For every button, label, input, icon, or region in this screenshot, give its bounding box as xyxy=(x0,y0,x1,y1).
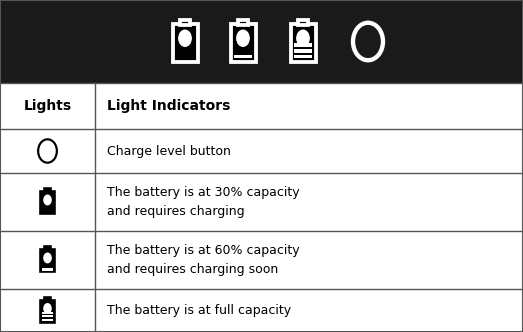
Text: The battery is at 60% capacity
and requires charging soon: The battery is at 60% capacity and requi… xyxy=(107,244,300,276)
Ellipse shape xyxy=(43,195,52,206)
Bar xyxy=(42,319,53,321)
Bar xyxy=(42,315,53,317)
Ellipse shape xyxy=(43,303,52,314)
Bar xyxy=(231,24,256,61)
Bar xyxy=(173,24,198,61)
Bar xyxy=(293,43,312,47)
Bar xyxy=(44,188,51,192)
Bar xyxy=(293,49,312,53)
Text: The battery is at full capacity: The battery is at full capacity xyxy=(107,304,291,317)
Ellipse shape xyxy=(236,30,250,47)
Bar xyxy=(40,299,55,323)
Bar xyxy=(42,268,53,271)
Ellipse shape xyxy=(178,30,192,47)
Bar xyxy=(0,0,523,83)
Bar xyxy=(44,246,51,249)
Bar xyxy=(298,20,308,25)
Bar xyxy=(44,297,51,300)
Bar xyxy=(180,20,190,25)
Bar xyxy=(40,191,55,214)
Ellipse shape xyxy=(43,253,52,263)
Bar xyxy=(40,249,55,273)
Bar xyxy=(234,55,253,58)
Text: The battery is at 30% capacity
and requires charging: The battery is at 30% capacity and requi… xyxy=(107,186,300,218)
Bar xyxy=(42,312,53,314)
Bar xyxy=(290,24,315,61)
Ellipse shape xyxy=(296,30,310,47)
Bar xyxy=(238,20,248,25)
Bar xyxy=(293,55,312,58)
Text: Charge level button: Charge level button xyxy=(107,144,231,157)
Text: Lights: Lights xyxy=(24,99,72,113)
Text: Light Indicators: Light Indicators xyxy=(107,99,230,113)
